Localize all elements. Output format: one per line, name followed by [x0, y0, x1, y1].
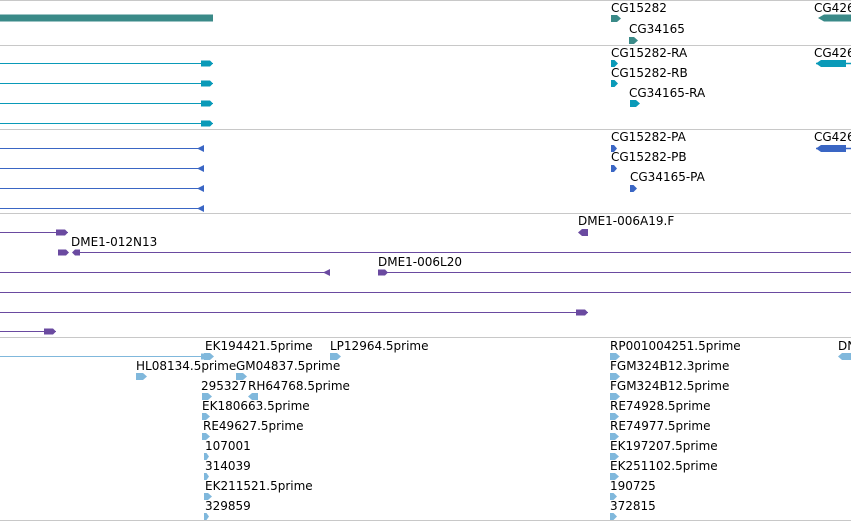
track-proteins: CG15282-PA CG15282-PB CG34165-PA CG426: [0, 130, 851, 212]
feature-glyph[interactable]: [610, 393, 620, 400]
feature-glyph[interactable]: [610, 413, 619, 420]
feature-label[interactable]: 190725: [610, 479, 656, 493]
feature-label[interactable]: DME1-006L20: [378, 255, 462, 269]
feature-label[interactable]: CG426: [814, 1, 851, 15]
feature-label[interactable]: CG34165-RA: [629, 86, 706, 100]
feature-label[interactable]: GM04837.5prime: [236, 359, 340, 373]
feature-glyph[interactable]: [630, 100, 640, 107]
feature-glyph[interactable]: [0, 100, 213, 107]
feature-glyph[interactable]: [136, 373, 147, 380]
feature-label[interactable]: RE74928.5prime: [610, 399, 711, 413]
feature-label[interactable]: 295327: [201, 379, 247, 393]
feature-glyph[interactable]: [630, 185, 637, 192]
feature-glyph[interactable]: [610, 433, 619, 440]
feature-glyph[interactable]: [0, 145, 204, 152]
feature-label[interactable]: FGM324B12.3prime: [610, 359, 729, 373]
feature-glyph[interactable]: [0, 120, 213, 127]
track-transcripts: CG15282-RA CG15282-RB CG34165-RA CG426: [0, 46, 851, 127]
feature-label[interactable]: EK211521.5prime: [205, 479, 313, 493]
feature-glyph[interactable]: [611, 165, 617, 172]
feature-label[interactable]: CG15282-PA: [611, 130, 687, 144]
feature-glyph[interactable]: [204, 513, 209, 520]
feature-label[interactable]: HL08134.5prime: [136, 359, 236, 373]
feature-glyph[interactable]: [0, 14, 213, 22]
feature-label[interactable]: CG426: [814, 130, 851, 144]
feature-label[interactable]: RP001004251.5prime: [610, 339, 741, 353]
feature-glyph[interactable]: [610, 353, 620, 360]
feature-label[interactable]: CG15282-RA: [611, 46, 688, 60]
feature-glyph[interactable]: [610, 493, 617, 500]
feature-glyph[interactable]: [610, 373, 620, 380]
feature-label[interactable]: CG15282: [611, 1, 667, 15]
feature-label[interactable]: 107001: [205, 439, 251, 453]
feature-glyph[interactable]: [838, 353, 851, 360]
feature-label[interactable]: 329859: [205, 499, 251, 513]
feature-label[interactable]: DME1-006A19.F: [578, 214, 674, 228]
feature-glyph[interactable]: [611, 60, 618, 67]
feature-label[interactable]: EK197207.5prime: [610, 439, 718, 453]
feature-glyph[interactable]: [204, 353, 214, 360]
feature-glyph[interactable]: [204, 493, 212, 500]
feature-glyph[interactable]: [0, 185, 204, 192]
feature-label[interactable]: DME1-012N13: [71, 235, 157, 249]
feature-label[interactable]: CG15282-RB: [611, 66, 688, 80]
feature-label[interactable]: CG426: [814, 46, 851, 60]
feature-label[interactable]: LP12964.5prime: [330, 339, 429, 353]
feature-glyph[interactable]: [0, 309, 588, 316]
feature-label[interactable]: RE49627.5prime: [203, 419, 304, 433]
feature-glyph[interactable]: [236, 373, 247, 380]
feature-label[interactable]: 372815: [610, 499, 656, 513]
feature-glyph[interactable]: [58, 249, 80, 256]
feature-glyph[interactable]: [629, 37, 638, 44]
feature-glyph[interactable]: [202, 433, 210, 440]
feature-glyph[interactable]: [611, 80, 618, 87]
track-ests: EK194421.5prime LP12964.5prime HL08134.5pr…: [0, 339, 851, 520]
feature-glyph[interactable]: [611, 15, 621, 22]
feature-glyph[interactable]: [0, 328, 56, 335]
feature-glyph[interactable]: [248, 393, 258, 400]
feature-glyph[interactable]: [0, 269, 330, 276]
feature-glyph[interactable]: [610, 453, 619, 460]
feature-glyph[interactable]: [0, 60, 213, 67]
feature-label[interactable]: DN: [838, 339, 851, 353]
feature-glyph[interactable]: [816, 60, 851, 67]
feature-glyph[interactable]: [204, 473, 209, 480]
feature-glyph[interactable]: [202, 393, 212, 400]
feature-glyph[interactable]: [202, 413, 210, 420]
feature-glyph[interactable]: [0, 80, 213, 87]
feature-glyph[interactable]: [610, 513, 617, 520]
feature-label[interactable]: CG34165: [629, 22, 685, 36]
feature-glyph[interactable]: [378, 269, 851, 276]
feature-label[interactable]: CG15282-PB: [611, 150, 687, 164]
feature-label[interactable]: RE74977.5prime: [610, 419, 711, 433]
feature-label[interactable]: CG34165-PA: [630, 170, 706, 184]
feature-glyph[interactable]: [204, 453, 209, 460]
feature-label[interactable]: 314039: [205, 459, 251, 473]
feature-glyph[interactable]: [0, 165, 204, 172]
feature-label[interactable]: EK180663.5prime: [202, 399, 310, 413]
feature-label[interactable]: EK194421.5prime: [205, 339, 313, 353]
feature-glyph[interactable]: [610, 473, 619, 480]
feature-label[interactable]: FGM324B12.5prime: [610, 379, 729, 393]
feature-label[interactable]: EK251102.5prime: [610, 459, 718, 473]
feature-glyph[interactable]: [0, 205, 204, 212]
feature-label[interactable]: RH64768.5prime: [248, 379, 350, 393]
feature-glyph[interactable]: [330, 353, 341, 360]
feature-glyph[interactable]: [578, 229, 588, 236]
feature-glyph[interactable]: [611, 145, 617, 152]
feature-glyph[interactable]: [816, 145, 851, 152]
feature-glyph[interactable]: [0, 229, 68, 236]
track-genes: CG15282 CG34165 CG426: [0, 1, 851, 44]
feature-glyph[interactable]: [818, 14, 851, 22]
track-clones: DME1-006A19.F DME1-012N13 DME1-006L20: [0, 214, 851, 335]
